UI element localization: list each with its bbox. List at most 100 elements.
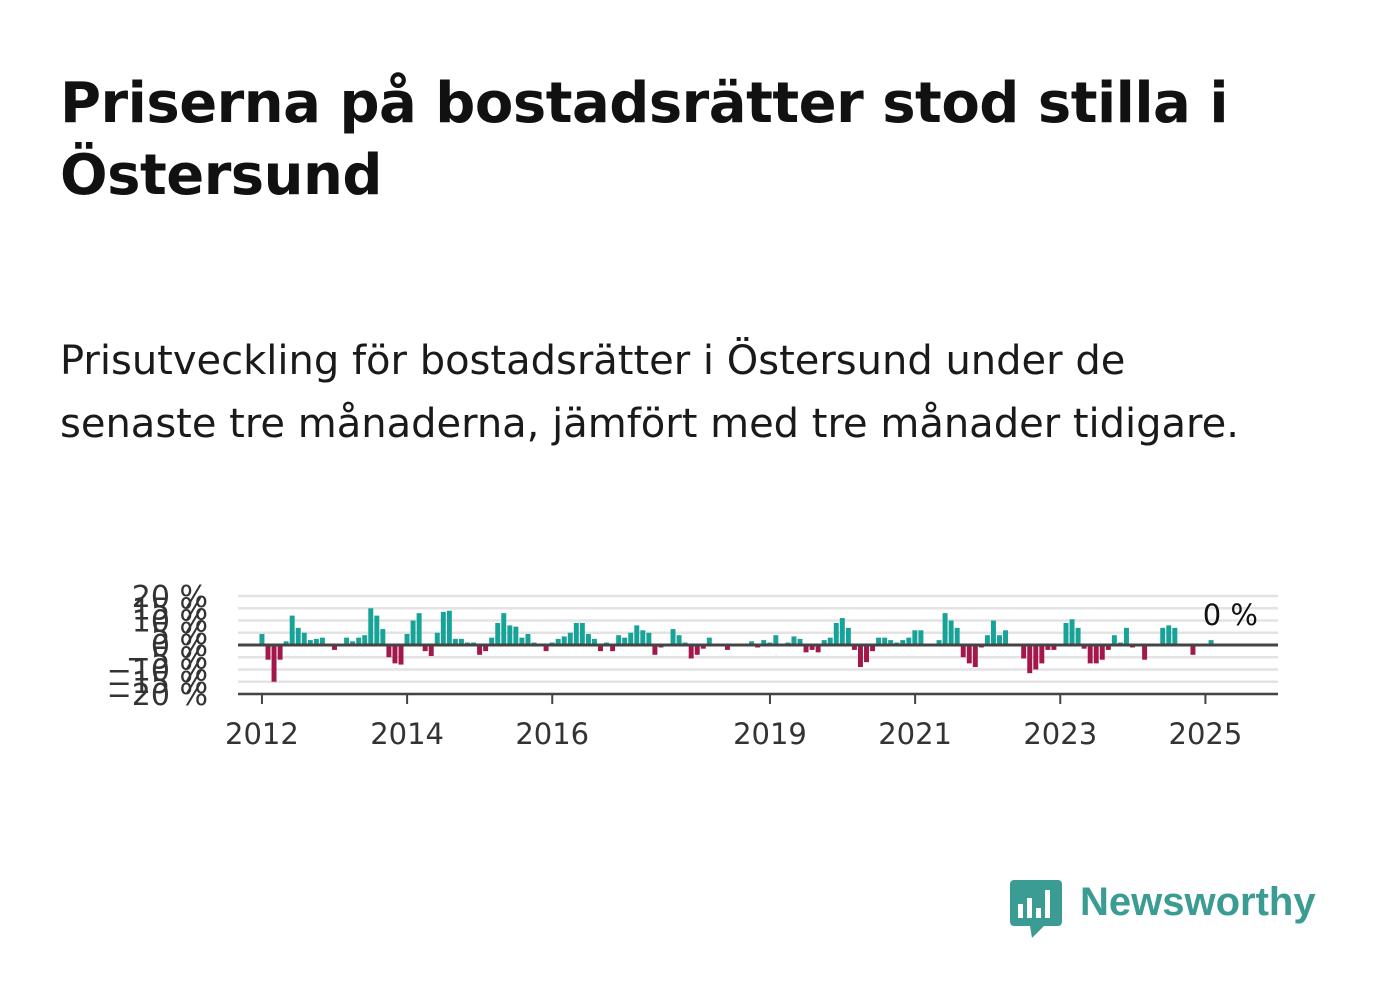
bar xyxy=(507,625,513,645)
bar xyxy=(319,637,325,645)
bar xyxy=(277,645,283,660)
y-tick-label: −5 % xyxy=(126,641,208,676)
bar xyxy=(797,638,803,646)
x-tick-label: 2019 xyxy=(733,717,807,751)
bar xyxy=(1033,645,1039,670)
bar xyxy=(984,635,990,645)
bar xyxy=(362,635,368,645)
x-tick-label: 2021 xyxy=(878,717,952,751)
bar xyxy=(616,635,622,645)
bar xyxy=(368,608,374,645)
bar xyxy=(888,640,894,645)
bar xyxy=(1123,627,1129,645)
bar xyxy=(1003,630,1009,645)
bar xyxy=(1063,622,1069,645)
bar xyxy=(259,633,265,645)
bar xyxy=(567,632,573,645)
chart-subtitle: Prisutveckling för bostadsrätter i Öster… xyxy=(60,338,1239,447)
bar xyxy=(688,645,694,659)
bar xyxy=(694,645,700,655)
bar xyxy=(1087,645,1093,664)
bar xyxy=(392,645,398,664)
bar xyxy=(1021,645,1027,659)
bar xyxy=(936,640,942,645)
x-axis-ticks: 2012 2014 2016 2019 2021 2023 2025 xyxy=(225,694,1242,751)
bar xyxy=(876,637,882,645)
y-tick-label: −15 % xyxy=(107,666,208,701)
bar xyxy=(446,610,452,645)
bar xyxy=(773,635,779,645)
bar xyxy=(458,638,464,646)
bar xyxy=(652,645,658,655)
bar xyxy=(598,645,603,652)
bar xyxy=(960,645,966,658)
bar xyxy=(900,640,906,645)
bar xyxy=(1069,619,1075,645)
bar xyxy=(483,645,489,652)
bar xyxy=(543,645,549,652)
bar xyxy=(555,638,561,646)
bar xyxy=(912,630,918,645)
bar xyxy=(622,637,628,645)
bar xyxy=(579,622,585,645)
bar xyxy=(410,620,416,645)
bar xyxy=(954,627,960,645)
bar xyxy=(851,645,857,650)
bar xyxy=(350,641,356,645)
bar xyxy=(477,645,483,655)
bar xyxy=(573,622,579,645)
bar xyxy=(761,640,767,645)
bar xyxy=(724,645,730,650)
bar xyxy=(706,637,712,645)
bar xyxy=(519,637,525,645)
bar xyxy=(610,645,616,652)
bar xyxy=(495,622,501,645)
x-tick-label: 2016 xyxy=(515,717,589,751)
bar xyxy=(972,645,978,668)
x-tick-label: 2012 xyxy=(225,717,299,751)
bar xyxy=(870,645,876,652)
bar xyxy=(1160,627,1166,645)
bar xyxy=(1190,645,1196,655)
bar xyxy=(428,645,434,657)
y-tick-label: 15 % xyxy=(132,592,208,627)
bar xyxy=(344,637,350,645)
bar xyxy=(1051,645,1057,650)
bar xyxy=(440,611,446,645)
bar xyxy=(307,640,313,645)
x-tick-label: 2025 xyxy=(1169,717,1243,751)
bar xyxy=(386,645,392,658)
bar xyxy=(1099,645,1105,660)
bar xyxy=(452,638,458,646)
bar xyxy=(948,620,954,645)
bar xyxy=(882,637,888,645)
newsworthy-logo: Newsworthy xyxy=(1008,878,1328,942)
bar xyxy=(1093,645,1099,664)
bar xyxy=(1111,635,1117,645)
brand-name: Newsworthy xyxy=(1080,880,1316,924)
bar xyxy=(404,633,410,645)
bar xyxy=(1027,645,1033,674)
bar xyxy=(513,626,519,646)
bar xyxy=(815,645,821,653)
bar xyxy=(434,632,440,645)
bar xyxy=(416,613,422,645)
bar xyxy=(356,637,362,645)
bar xyxy=(374,615,380,645)
bar xyxy=(289,615,295,645)
y-axis-ticks: 20 %15 %10 %5 %0 %−5 %−10 %−15 %−20 % xyxy=(107,580,208,713)
bar xyxy=(942,613,948,645)
bar xyxy=(646,632,652,645)
bar xyxy=(628,632,634,645)
bar xyxy=(791,636,797,645)
bar xyxy=(640,630,646,645)
bar xyxy=(591,638,597,646)
bar xyxy=(398,645,404,665)
bar xyxy=(845,627,851,645)
bar xyxy=(1142,645,1148,660)
bar xyxy=(997,635,1002,645)
bar xyxy=(809,645,815,650)
bar xyxy=(313,638,319,646)
bar xyxy=(1075,627,1081,645)
y-tick-label: −10 % xyxy=(107,654,208,689)
